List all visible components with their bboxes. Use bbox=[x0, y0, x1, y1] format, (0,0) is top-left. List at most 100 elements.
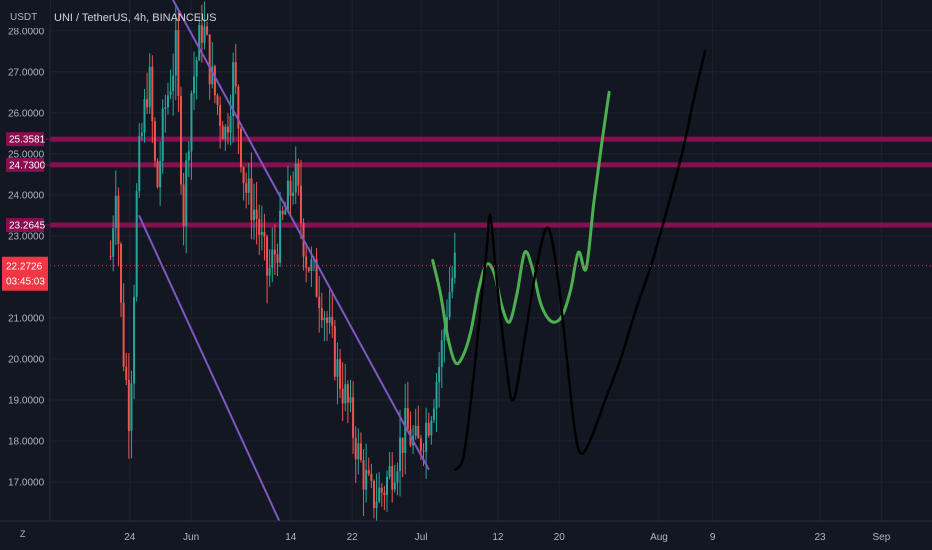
horizontal-levels[interactable] bbox=[50, 136, 932, 228]
candle-body-92 bbox=[349, 397, 352, 403]
x-tick-label-0: 24 bbox=[124, 532, 136, 543]
candle-body-88 bbox=[339, 359, 342, 389]
x-tick-label-6: 20 bbox=[554, 532, 566, 543]
candle-body-39 bbox=[211, 66, 214, 85]
channel-lower[interactable] bbox=[138, 214, 281, 522]
candle-body-77 bbox=[310, 259, 313, 272]
y-tick-label-8: 19.0000 bbox=[8, 395, 45, 406]
level-tag-0 bbox=[6, 132, 44, 147]
candle-body-53 bbox=[247, 178, 250, 193]
candle-body-71 bbox=[294, 163, 297, 193]
candle-body-60 bbox=[266, 236, 269, 276]
y-tick-label-1: 27.0000 bbox=[8, 67, 45, 78]
candle-body-16 bbox=[151, 66, 154, 122]
candle-body-66 bbox=[281, 210, 284, 215]
candle-body-130 bbox=[448, 291, 451, 318]
candle-body-38 bbox=[208, 34, 211, 85]
candle-body-70 bbox=[292, 192, 295, 196]
candle-body-8 bbox=[130, 383, 133, 431]
candle-body-82 bbox=[323, 317, 326, 321]
time-axis-bg bbox=[0, 521, 932, 550]
candle-body-14 bbox=[146, 99, 149, 108]
candle-body-13 bbox=[143, 99, 146, 133]
candle-body-18 bbox=[156, 160, 159, 188]
timezone-label: Z bbox=[20, 529, 26, 539]
candle-body-131 bbox=[451, 277, 454, 292]
candle-body-37 bbox=[206, 26, 209, 35]
candle-body-63 bbox=[273, 249, 276, 255]
candle-body-55 bbox=[253, 209, 256, 221]
candle-body-23 bbox=[169, 91, 172, 96]
candle-body-90 bbox=[344, 384, 347, 404]
candle-body-79 bbox=[315, 259, 318, 297]
y-tick-label-0: 28.0000 bbox=[8, 26, 45, 37]
candle-body-22 bbox=[166, 95, 169, 108]
candle-body-95 bbox=[357, 443, 360, 460]
trend-channel[interactable] bbox=[138, 0, 430, 522]
candle-body-93 bbox=[352, 397, 355, 438]
x-tick-label-5: 12 bbox=[492, 532, 504, 543]
candle-body-52 bbox=[245, 183, 248, 193]
x-tick-label-1: Jun bbox=[183, 532, 199, 543]
timezone-button[interactable]: Z bbox=[20, 529, 26, 539]
symbol-title: UNI / TetherUS, 4h, BINANCEUS bbox=[54, 12, 216, 24]
candle-body-123 bbox=[430, 420, 433, 436]
candle-body-54 bbox=[250, 178, 253, 221]
candle-body-0 bbox=[109, 256, 112, 258]
price-tag: 22.2726 03:45:03 bbox=[2, 256, 48, 291]
y-tick-label-7: 20.0000 bbox=[8, 354, 45, 365]
level-tag-label-1: 24.7300 bbox=[9, 160, 46, 171]
candle-body-101 bbox=[372, 480, 375, 509]
time-axis[interactable]: 24 Jun 14 22 Jul 12 20 Aug 9 23 Sep bbox=[0, 520, 932, 550]
candle-body-26 bbox=[177, 30, 180, 96]
projection-drawings[interactable] bbox=[431, 50, 707, 471]
black-projection[interactable] bbox=[454, 50, 707, 471]
y-tick-label-9: 18.0000 bbox=[8, 437, 45, 448]
candle-body-85 bbox=[331, 316, 334, 327]
candle-body-47 bbox=[232, 62, 235, 117]
candle-body-67 bbox=[284, 210, 287, 215]
candle-body-45 bbox=[226, 126, 229, 133]
candle-body-46 bbox=[229, 116, 232, 133]
y-tick-label-2: 26.0000 bbox=[8, 108, 45, 119]
candle-body-44 bbox=[224, 126, 227, 140]
candle-body-122 bbox=[427, 422, 430, 436]
candle-body-68 bbox=[286, 180, 289, 211]
candle-body-61 bbox=[268, 267, 271, 276]
x-tick-label-7: Aug bbox=[650, 532, 668, 543]
candle-body-83 bbox=[326, 317, 329, 323]
candle-body-48 bbox=[234, 62, 237, 87]
y-tick-label-3: 25.0000 bbox=[8, 149, 45, 160]
candle-body-106 bbox=[386, 476, 389, 496]
x-tick-label-10: Sep bbox=[872, 532, 890, 543]
candle-body-30 bbox=[187, 151, 190, 161]
candle-body-120 bbox=[422, 450, 425, 452]
chart-header: USDT UNI / TetherUS, 4h, BINANCEUS bbox=[0, 0, 216, 28]
candle-body-127 bbox=[440, 340, 443, 367]
candle-body-35 bbox=[200, 25, 203, 43]
candle-body-34 bbox=[198, 25, 201, 61]
y-tick-label-5: 23.0000 bbox=[8, 231, 45, 242]
candle-body-59 bbox=[263, 231, 266, 237]
candle-body-41 bbox=[216, 95, 219, 105]
channel-upper[interactable] bbox=[171, 0, 430, 471]
x-tick-label-9: 23 bbox=[814, 532, 826, 543]
candle-body-31 bbox=[190, 93, 193, 152]
candle-body-10 bbox=[135, 191, 138, 297]
candle-body-43 bbox=[221, 125, 224, 140]
green-projection[interactable] bbox=[431, 90, 611, 366]
candle-body-117 bbox=[414, 425, 417, 436]
candle-body-98 bbox=[365, 470, 368, 490]
x-tick-label-4: Jul bbox=[415, 532, 428, 543]
candle-body-114 bbox=[406, 408, 409, 430]
candle-body-57 bbox=[258, 218, 261, 235]
level-tag-label-2: 23.2645 bbox=[9, 221, 46, 232]
candle-body-6 bbox=[125, 366, 128, 381]
candle-body-118 bbox=[417, 425, 420, 439]
candle-body-51 bbox=[242, 167, 245, 184]
candle-body-21 bbox=[164, 107, 167, 109]
candle-body-89 bbox=[341, 388, 344, 404]
price-tag-value: 22.2726 bbox=[6, 262, 43, 273]
